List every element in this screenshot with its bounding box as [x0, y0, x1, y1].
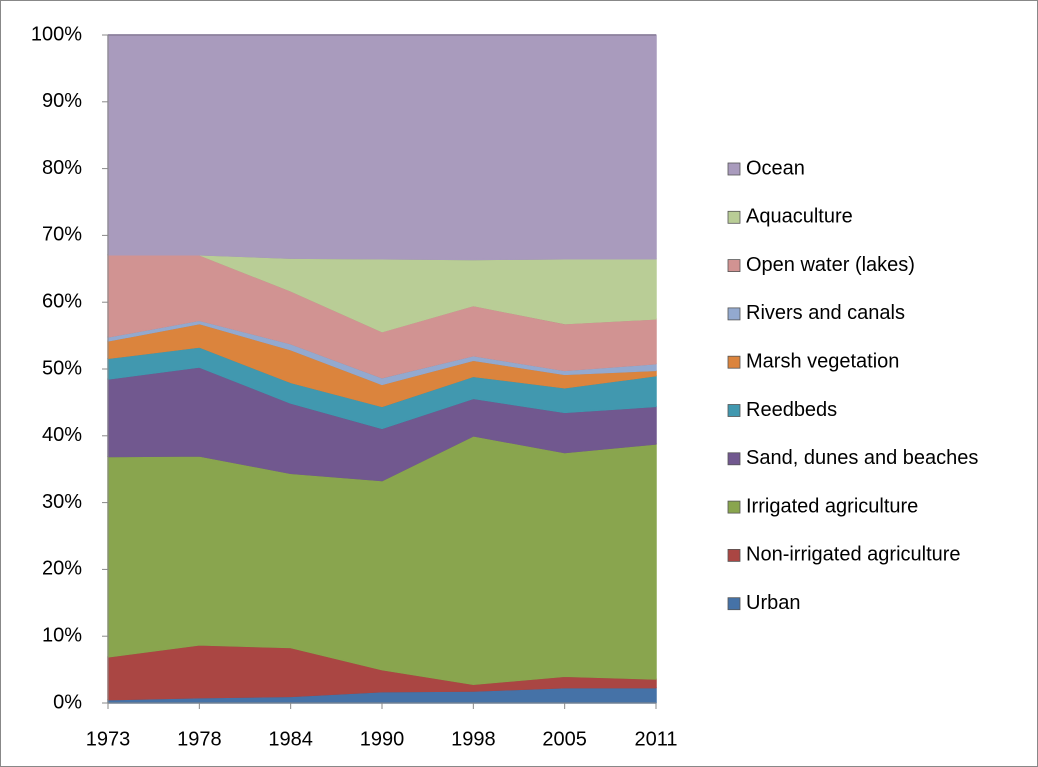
- legend-swatch: [727, 355, 741, 369]
- legend-swatch: [727, 452, 741, 466]
- legend-swatch: [727, 500, 741, 514]
- x-tick-label: 1973: [86, 728, 131, 750]
- x-tick-label: 1990: [360, 728, 405, 750]
- legend-swatch: [727, 259, 741, 273]
- y-tick-label: 20%: [42, 558, 82, 580]
- y-tick-label: 30%: [42, 491, 82, 513]
- y-tick-label: 40%: [42, 424, 82, 446]
- legend-label: Rivers and canals: [746, 302, 905, 324]
- y-tick-label: 0%: [53, 691, 82, 713]
- y-tick-label: 100%: [31, 23, 82, 45]
- x-tick-label: 1984: [268, 728, 313, 750]
- y-tick-label: 60%: [42, 290, 82, 312]
- y-tick-label: 50%: [42, 357, 82, 379]
- x-tick-label: 1978: [177, 728, 222, 750]
- legend-label: Irrigated agriculture: [746, 495, 918, 517]
- legend-label: Reedbeds: [746, 399, 837, 421]
- legend-label: Marsh vegetation: [746, 350, 899, 372]
- y-tick-label: 10%: [42, 624, 82, 646]
- x-tick-label: 2005: [542, 728, 587, 750]
- legend-label: Urban: [746, 592, 800, 614]
- area: [107, 34, 657, 261]
- x-tick-label: 1998: [451, 728, 496, 750]
- legend-label: Open water (lakes): [746, 254, 915, 276]
- legend-label: Sand, dunes and beaches: [746, 447, 978, 469]
- y-tick-label: 80%: [42, 157, 82, 179]
- legend-swatch: [727, 549, 741, 562]
- legend-swatch: [727, 307, 741, 321]
- x-tick-label: 2011: [634, 728, 677, 750]
- y-tick-label: 90%: [42, 90, 82, 112]
- y-tick-label: 70%: [42, 224, 82, 246]
- legend-label: Ocean: [746, 157, 805, 179]
- legend-label: Non-irrigated agriculture: [746, 544, 961, 566]
- legend-swatch: [727, 404, 741, 417]
- legend-swatch: [727, 210, 741, 224]
- legend-label: Aquaculture: [746, 206, 853, 228]
- legend-swatch: [727, 597, 741, 611]
- legend-swatch: [727, 162, 741, 176]
